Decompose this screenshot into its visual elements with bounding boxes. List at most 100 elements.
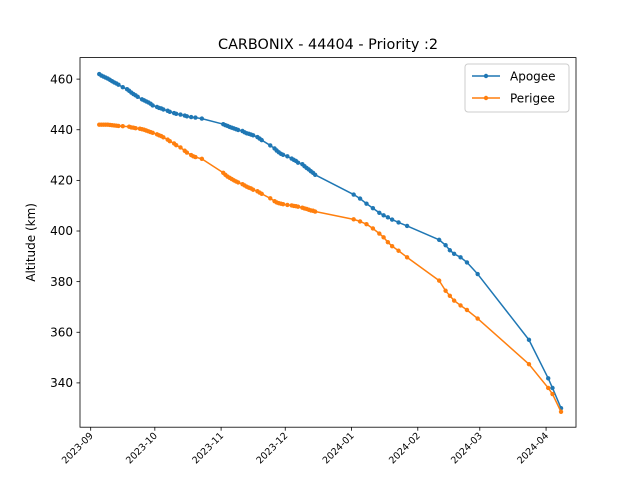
data-point: [550, 391, 555, 397]
data-point: [174, 111, 179, 117]
data-point: [370, 206, 376, 211]
data-point: [351, 217, 356, 222]
data-point: [161, 107, 166, 112]
data-point: [404, 223, 410, 229]
data-point: [370, 226, 376, 231]
data-point: [236, 127, 241, 133]
data-point: [558, 409, 564, 414]
y-tick-label: 340: [50, 376, 73, 390]
legend-apogee-label: Apogee: [510, 70, 556, 84]
y-tick-label: 420: [50, 174, 73, 188]
data-point: [199, 116, 205, 121]
y-tick-label: 380: [50, 275, 73, 289]
data-point: [167, 138, 172, 144]
y-tick-label: 360: [50, 325, 73, 339]
data-point: [464, 260, 470, 265]
y-tick-label: 440: [50, 123, 73, 137]
series-perigee: [97, 122, 564, 414]
data-point: [188, 114, 194, 120]
y-tick-label: 400: [50, 224, 73, 238]
data-point: [184, 150, 190, 155]
data-point: [161, 135, 166, 140]
data-point: [458, 255, 463, 260]
y-axis-label: Altitude (km): [24, 203, 38, 282]
data-point: [295, 160, 301, 165]
data-point: [351, 192, 356, 197]
data-point: [268, 196, 273, 201]
data-point: [447, 248, 453, 253]
data-point: [381, 213, 386, 218]
data-point: [464, 307, 470, 313]
data-point: [377, 231, 382, 236]
data-point: [250, 133, 256, 138]
data-point: [364, 221, 369, 227]
data-point: [268, 143, 273, 148]
data-point: [135, 94, 140, 100]
legend-perigee-label: Perigee: [510, 92, 555, 106]
data-point: [451, 298, 457, 303]
data-point: [475, 271, 480, 277]
data-point: [285, 154, 290, 159]
data-point: [116, 82, 121, 87]
series-apogee: [97, 71, 564, 411]
data-point: [295, 204, 301, 209]
data-point: [285, 202, 290, 208]
data-point: [133, 126, 138, 131]
data-point: [385, 215, 391, 220]
data-point: [443, 288, 448, 293]
data-point: [436, 237, 442, 243]
data-point: [250, 187, 256, 192]
data-point: [259, 191, 264, 196]
data-point: [150, 130, 155, 135]
data-point: [389, 217, 395, 222]
data-point: [357, 219, 363, 224]
data-point: [396, 248, 401, 253]
plot-series: [97, 71, 564, 414]
data-point: [193, 115, 198, 120]
chart-title: CARBONIX - 44404 - Priority :2: [218, 37, 438, 53]
data-point: [120, 124, 125, 129]
data-point: [312, 209, 318, 214]
data-point: [193, 154, 198, 160]
data-point: [280, 201, 286, 207]
data-point: [436, 278, 442, 283]
legend: Apogee Perigee: [464, 63, 570, 113]
data-point: [259, 137, 264, 143]
data-point: [280, 152, 286, 158]
data-point: [458, 303, 463, 308]
data-point: [167, 109, 172, 114]
data-point: [404, 255, 410, 260]
data-point: [447, 293, 453, 299]
y-axis: 340 360 380 400 420 440 460: [50, 72, 80, 390]
data-point: [120, 85, 125, 90]
data-point: [357, 196, 363, 201]
data-point: [236, 180, 241, 185]
data-point: [178, 112, 183, 117]
data-point: [381, 235, 386, 240]
data-point: [526, 361, 532, 367]
data-point: [178, 145, 183, 150]
data-point: [377, 210, 382, 215]
data-point: [174, 142, 179, 148]
data-point: [150, 103, 155, 108]
data-point: [312, 172, 318, 178]
data-point: [199, 156, 205, 162]
data-point: [184, 114, 190, 119]
data-point: [389, 244, 395, 249]
y-tick-label: 460: [50, 72, 73, 86]
data-point: [550, 385, 555, 391]
legend-apogee-marker: [483, 73, 489, 79]
data-point: [526, 337, 532, 343]
data-point: [475, 316, 480, 321]
data-point: [451, 251, 457, 256]
legend-perigee-marker: [483, 95, 489, 101]
data-point: [443, 242, 448, 248]
data-point: [364, 201, 369, 206]
data-point: [546, 385, 551, 391]
data-point: [546, 376, 551, 381]
plot-area-frame: [79, 57, 577, 428]
data-point: [385, 239, 391, 245]
data-point: [396, 220, 401, 225]
data-point: [116, 123, 121, 129]
